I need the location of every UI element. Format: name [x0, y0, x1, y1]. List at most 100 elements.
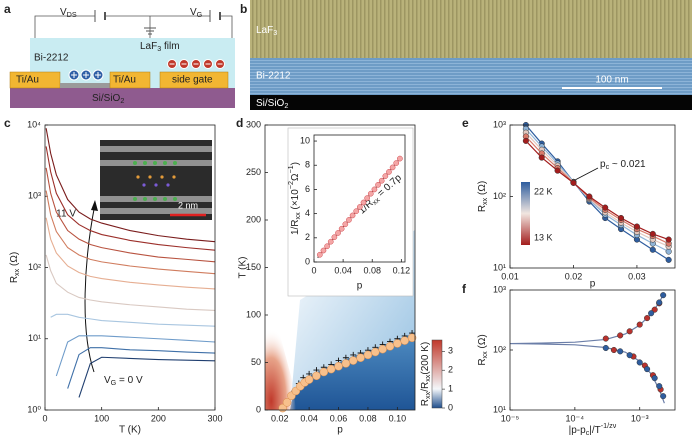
data-point [602, 344, 609, 352]
data-point [586, 193, 593, 200]
voltage-label: VG [190, 7, 203, 19]
plot-frame [509, 124, 676, 269]
text-part: −1 [286, 165, 295, 173]
y-tick-label: 10¹ [493, 262, 506, 272]
text-part: (Ω) [9, 252, 20, 269]
x-tick-label: 100 [94, 413, 109, 423]
layer-top [250, 0, 692, 58]
colorbar-tick-label: 3 [448, 346, 453, 356]
y-tick-label: 10⁰ [27, 404, 41, 414]
x-tick-label: 300 [207, 413, 222, 423]
data-point [656, 299, 663, 306]
data-point [316, 251, 323, 258]
data-point [382, 173, 389, 179]
y-tick-label: 10³ [493, 119, 506, 129]
text-part: Si/SiO [92, 93, 121, 104]
substrate-label: Si/SiO2 [92, 93, 124, 105]
text-part: (Ω) [477, 334, 488, 351]
series-line [525, 140, 669, 241]
data-point [602, 204, 609, 211]
plot: 10⁻⁵ 10⁻⁴ 10⁻³ 10¹ 10² 10³ |p-pc|/T-1/zν Rxx (Ω… [477, 284, 676, 437]
annotation: VG = 0 V [104, 375, 143, 387]
text-part: LaF [140, 41, 157, 52]
x-axis-label: |p-pc|/T-1/zν [569, 421, 617, 437]
text-part: G [197, 10, 203, 19]
text-part: (200 K) [420, 342, 431, 375]
data-point [367, 190, 374, 197]
x-tick-label: 10⁻³ [631, 413, 649, 423]
panel-letter: b [240, 2, 247, 16]
y-tick-label: 4 [305, 208, 310, 218]
y-axis-label: Rxx (Ω) [9, 252, 21, 283]
inset-background [287, 127, 414, 297]
data-point [378, 344, 387, 354]
series-line [78, 356, 216, 398]
text-part: ) [290, 162, 301, 165]
y-tick-label: 10² [28, 262, 41, 272]
scale-label: 100 nm [595, 75, 628, 86]
y-axis-label: Rxx (Ω) [477, 181, 489, 212]
voltage-label: VDS [60, 7, 77, 19]
plot: 0.01 0.02 0.03 10¹ 10² 10³ p Rxx (Ω) [477, 119, 676, 290]
data-point [648, 310, 655, 317]
y-tick-label: 150 [246, 262, 261, 272]
wire [34, 15, 233, 72]
x-tick-label: 0.03 [628, 271, 646, 281]
series-line [45, 190, 216, 275]
text-part: (Ω) [477, 181, 488, 198]
y-tick-label: 0 [305, 256, 310, 266]
text-part: c [606, 162, 610, 171]
annotation: 11 V [56, 209, 76, 220]
x-tick-label: 0 [311, 265, 316, 275]
series-line [525, 132, 669, 248]
colorbar-tick-label: 1 [448, 383, 453, 393]
data-point [522, 137, 529, 144]
scale-label: 2 nm [178, 200, 198, 210]
x-axis-label: T (K) [119, 425, 141, 436]
x-tick-label: 0 [42, 413, 47, 423]
series-line [67, 347, 216, 389]
data-point [304, 375, 314, 384]
data-point [660, 393, 667, 400]
data-point [393, 160, 400, 166]
plot: 0 100 200 300 10⁰ 10¹ 10² 10³ 10⁴ T (K) Rxx (Ω) [9, 119, 223, 435]
colorbar [521, 182, 530, 245]
colorbar-label: Rxx/Rxx(200 K) [420, 342, 432, 406]
text-part: p [600, 159, 606, 170]
electrode [9, 71, 61, 89]
text-part: = 0 V [116, 375, 143, 386]
colorbar-label: 22 K [534, 186, 553, 196]
data-point [346, 217, 352, 223]
y-axis-label: 1/Rxx (×10−2Ω−1) [286, 162, 302, 235]
atom-dots [133, 161, 177, 201]
data-point [665, 256, 672, 263]
series-line [45, 146, 216, 251]
annotation: pc ~ 0.021 [600, 159, 646, 171]
plot-frame [264, 124, 416, 411]
y-tick-label: 0 [256, 404, 261, 414]
y-tick-label: 10³ [28, 191, 41, 201]
data-point [538, 154, 545, 161]
data-point [386, 169, 392, 175]
flake [60, 83, 110, 88]
substrate [10, 88, 235, 108]
panel-letter: d [236, 116, 243, 130]
heatmap-region [265, 320, 296, 410]
text-part: 3 [157, 44, 161, 53]
colorbar-label: 13 K [534, 232, 553, 242]
x-tick-label: 10⁻⁵ [501, 413, 520, 423]
y-tick-label: 250 [246, 167, 261, 177]
data-point [371, 186, 378, 193]
y-tick-label: 10⁴ [27, 119, 41, 129]
series-line [45, 254, 216, 311]
data-point [282, 398, 292, 407]
micrograph: LaF3 Bi-2212 Si/SiO2 100 nm [250, 0, 692, 110]
data-point [397, 155, 403, 162]
data-point [665, 236, 672, 243]
colorbar-tick-label: 0 [448, 402, 453, 412]
gate-label: side gate [172, 75, 213, 86]
data-point [626, 352, 633, 359]
arrow [84, 203, 96, 373]
